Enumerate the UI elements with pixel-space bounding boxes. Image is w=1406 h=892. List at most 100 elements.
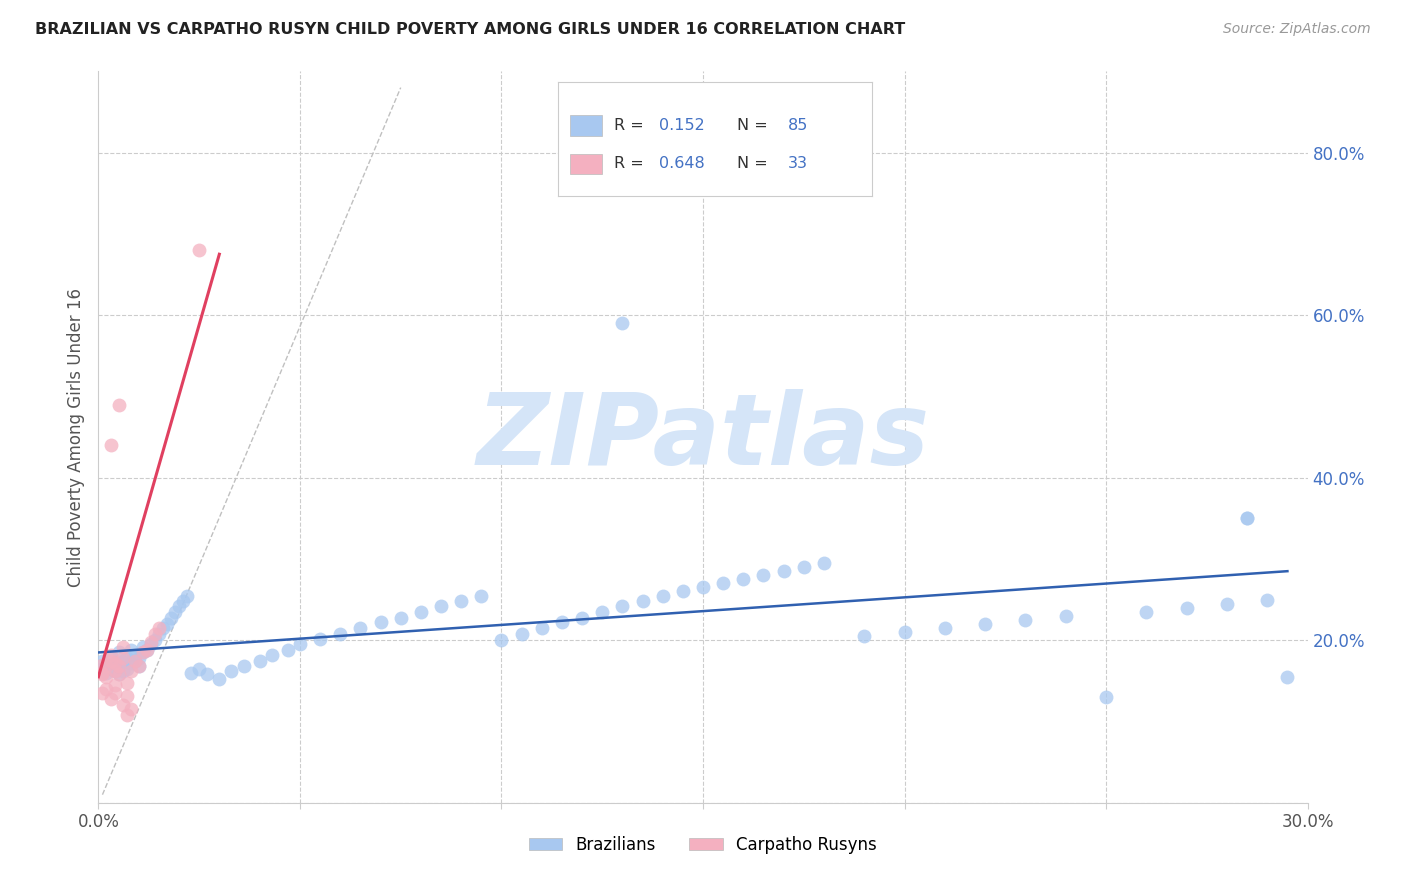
Point (309, 632, 332, 646)
Point (221, 664, 243, 678)
Point (132, 645, 155, 659)
Point (188, 662, 211, 676)
Point (107, 659, 129, 673)
Point (135, 643, 157, 657)
Point (176, 589, 198, 603)
Point (470, 589, 492, 603)
Point (100, 654, 122, 668)
Point (1014, 613, 1036, 627)
Point (128, 659, 150, 673)
Point (571, 610, 593, 624)
Point (107, 667, 129, 681)
Point (139, 635, 162, 649)
Point (132, 645, 155, 659)
Point (692, 581, 714, 595)
Point (132, 640, 155, 654)
Point (111, 654, 134, 668)
Point (1216, 597, 1239, 611)
Point (120, 656, 142, 670)
Point (152, 621, 174, 635)
Point (135, 643, 157, 657)
Point (389, 610, 412, 624)
Point (329, 626, 352, 640)
Point (813, 556, 835, 570)
Legend: Brazilians, Carpatho Rusyns: Brazilians, Carpatho Rusyns (523, 829, 883, 860)
Point (612, 599, 634, 614)
Point (143, 626, 166, 640)
Point (163, 605, 186, 619)
Point (96, 681, 118, 696)
Point (510, 626, 533, 640)
Point (120, 664, 142, 678)
Point (156, 617, 179, 632)
Point (148, 621, 170, 635)
Point (111, 640, 134, 654)
Point (96, 659, 118, 673)
Point (551, 615, 574, 630)
Point (1277, 670, 1299, 684)
Point (91, 654, 114, 668)
Point (91, 662, 114, 676)
Point (115, 675, 138, 690)
Text: Source: ZipAtlas.com: Source: ZipAtlas.com (1223, 22, 1371, 37)
Point (591, 605, 613, 619)
Point (96, 670, 118, 684)
Point (1175, 600, 1198, 615)
Point (111, 651, 134, 665)
Point (530, 621, 553, 635)
Point (893, 625, 915, 640)
Point (249, 654, 271, 668)
Point (100, 662, 122, 676)
Point (974, 617, 997, 632)
Point (120, 702, 142, 716)
Point (107, 659, 129, 673)
Point (288, 637, 311, 651)
Point (107, 398, 129, 412)
Point (195, 667, 218, 681)
Point (180, 665, 202, 680)
Point (107, 645, 129, 659)
Point (139, 637, 162, 651)
Point (430, 599, 453, 614)
Point (100, 648, 122, 662)
Point (103, 656, 125, 670)
Point (103, 664, 125, 678)
Point (143, 633, 166, 648)
Point (96, 657, 118, 672)
Point (115, 708, 138, 723)
Point (711, 576, 734, 591)
Point (100, 691, 122, 706)
Point (160, 610, 183, 624)
Point (277, 643, 299, 657)
Point (1236, 511, 1258, 525)
Point (172, 594, 194, 608)
Text: ZIPatlas: ZIPatlas (477, 389, 929, 485)
Point (124, 654, 146, 668)
Point (91, 665, 114, 680)
Point (167, 599, 190, 614)
Point (733, 572, 755, 586)
Point (96, 665, 118, 680)
Point (491, 633, 513, 648)
Point (260, 648, 283, 662)
Point (91, 686, 114, 700)
Point (124, 654, 146, 668)
Point (232, 659, 254, 673)
Point (103, 656, 125, 670)
Point (103, 664, 125, 678)
Point (91, 667, 114, 681)
Point (772, 564, 794, 578)
Y-axis label: Child Poverty Among Girls Under 16: Child Poverty Among Girls Under 16 (66, 287, 84, 587)
Point (1236, 511, 1258, 525)
Point (188, 243, 211, 257)
Point (853, 629, 876, 643)
Point (349, 621, 371, 635)
Point (120, 643, 142, 657)
Point (1256, 592, 1278, 607)
Point (91, 657, 114, 672)
Point (612, 316, 634, 330)
Point (672, 584, 695, 599)
Point (111, 698, 134, 713)
Point (115, 689, 138, 703)
Point (111, 664, 134, 678)
